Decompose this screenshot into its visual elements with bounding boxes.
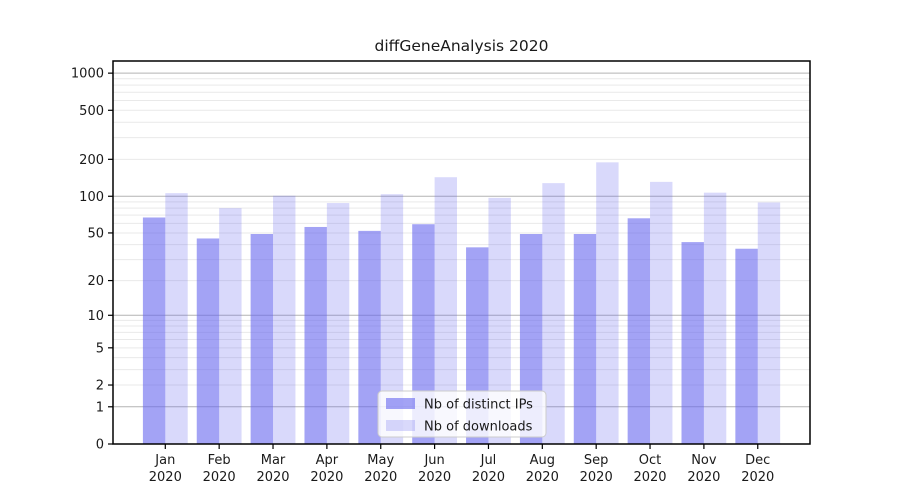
x-tick-label-month: Mar	[261, 453, 286, 468]
y-tick-label: 20	[87, 274, 104, 289]
x-tick-label-month: Nov	[691, 453, 717, 468]
chart-title: diffGeneAnalysis 2020	[375, 37, 549, 55]
y-tick-label: 50	[87, 226, 104, 241]
x-tick-label-month: Jan	[154, 453, 175, 468]
y-tick-label: 2	[96, 379, 104, 394]
plot-border	[112, 60, 811, 445]
bar-downloads-jul	[488, 197, 511, 444]
x-tick-label-year: 2020	[741, 470, 774, 485]
x-tick-label-year: 2020	[687, 470, 720, 485]
x-tick-label-year: 2020	[472, 470, 505, 485]
x-tick-label-year: 2020	[203, 470, 236, 485]
x-tick-label-year: 2020	[149, 470, 182, 485]
y-tick-label: 200	[79, 153, 104, 168]
bar-distinct-ips-jan	[142, 217, 166, 444]
y-tick-label: 5	[96, 341, 104, 356]
x-tick-label-year: 2020	[580, 470, 613, 485]
bar-distinct-ips-apr	[304, 226, 327, 444]
bar-distinct-ips-mar	[250, 234, 274, 444]
x-tick-label-month: Jul	[480, 453, 497, 468]
bar-downloads-mar	[273, 195, 296, 444]
bar-distinct-ips-feb	[196, 238, 220, 444]
bar-distinct-ips-oct	[627, 218, 651, 444]
x-tick-label-year: 2020	[418, 470, 451, 485]
y-tick-label: 0	[96, 438, 104, 453]
bar-downloads-sep	[596, 162, 619, 444]
bar-downloads-jan	[165, 193, 188, 444]
bar-downloads-nov	[703, 192, 727, 444]
x-tick-label-month: Sep	[584, 453, 609, 468]
legend-label: Nb of distinct IPs	[424, 398, 533, 413]
legend-box	[377, 390, 547, 438]
x-tick-label-year: 2020	[526, 470, 559, 485]
legend-swatch	[386, 398, 415, 409]
x-tick-label-month: Dec	[745, 453, 770, 468]
bar-downloads-feb	[219, 208, 242, 444]
bar-downloads-may	[380, 194, 404, 444]
x-tick-label-year: 2020	[310, 470, 343, 485]
bar-distinct-ips-jun	[412, 224, 435, 444]
x-tick-label-month: Oct	[639, 453, 661, 468]
y-tick-label: 1	[96, 400, 104, 415]
x-tick-label-year: 2020	[633, 470, 666, 485]
x-tick-label-month: Aug	[530, 453, 555, 468]
bar-downloads-dec	[757, 202, 781, 444]
bar-distinct-ips-nov	[681, 242, 704, 444]
bar-distinct-ips-dec	[735, 248, 758, 444]
bar-downloads-aug	[542, 183, 565, 444]
legend-label: Nb of downloads	[424, 420, 533, 435]
bar-downloads-oct	[650, 181, 673, 445]
y-tick-label: 1000	[71, 67, 104, 82]
x-tick-label-year: 2020	[256, 470, 289, 485]
x-tick-label-month: Jun	[423, 453, 444, 468]
x-tick-label-month: Apr	[316, 453, 339, 468]
bar-downloads-jun	[434, 177, 457, 444]
y-tick-label: 100	[79, 190, 104, 205]
legend-swatch	[386, 420, 415, 431]
bar-downloads-apr	[326, 203, 350, 444]
x-tick-label-year: 2020	[364, 470, 397, 485]
x-tick-label-month: May	[367, 453, 394, 468]
bar-distinct-ips-may	[358, 230, 381, 444]
y-tick-label: 10	[87, 309, 104, 324]
bar-distinct-ips-sep	[573, 234, 597, 444]
x-tick-label-month: Feb	[208, 453, 231, 468]
y-tick-label: 500	[79, 104, 104, 119]
